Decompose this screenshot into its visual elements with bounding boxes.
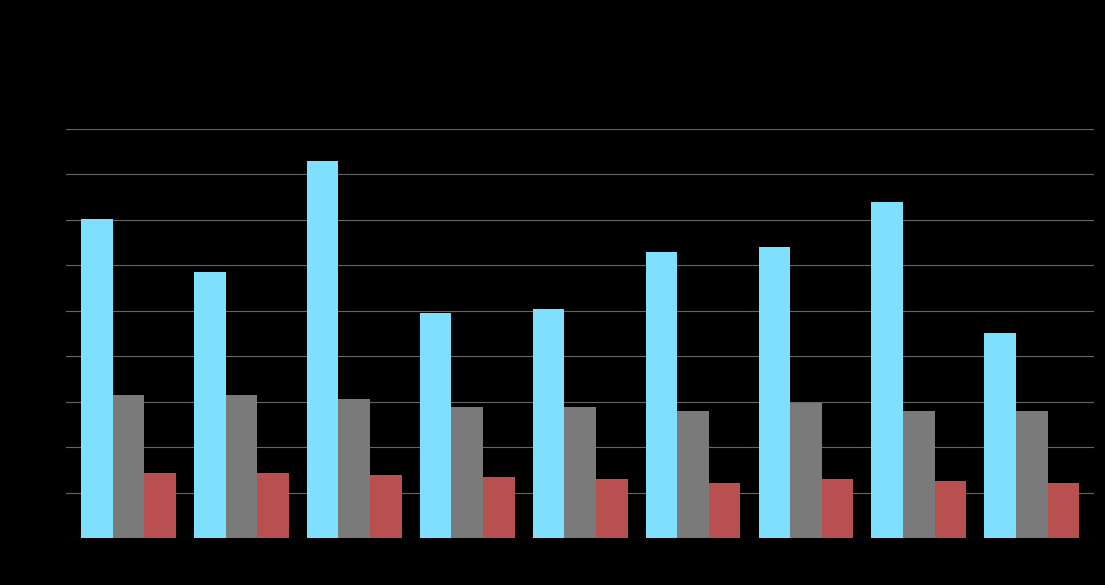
Bar [872, 202, 903, 538]
Bar [677, 411, 709, 538]
Bar [596, 479, 628, 538]
Bar [935, 481, 967, 538]
Bar [533, 309, 565, 538]
Bar [758, 247, 790, 538]
Bar [307, 161, 338, 538]
Bar [483, 477, 515, 538]
Bar [193, 272, 225, 538]
Bar [145, 473, 176, 538]
Bar [451, 407, 483, 538]
Bar [1048, 483, 1080, 538]
Bar [565, 407, 596, 538]
Bar [81, 219, 113, 538]
Bar [113, 395, 145, 538]
Bar [790, 403, 822, 538]
Bar [822, 479, 853, 538]
Bar [709, 483, 740, 538]
Bar [645, 252, 677, 538]
Bar [338, 399, 370, 538]
Bar [420, 313, 451, 538]
Bar [1015, 411, 1048, 538]
Bar [985, 333, 1015, 538]
Bar [903, 411, 935, 538]
Bar [257, 473, 288, 538]
Bar [370, 475, 402, 538]
Bar [225, 395, 257, 538]
